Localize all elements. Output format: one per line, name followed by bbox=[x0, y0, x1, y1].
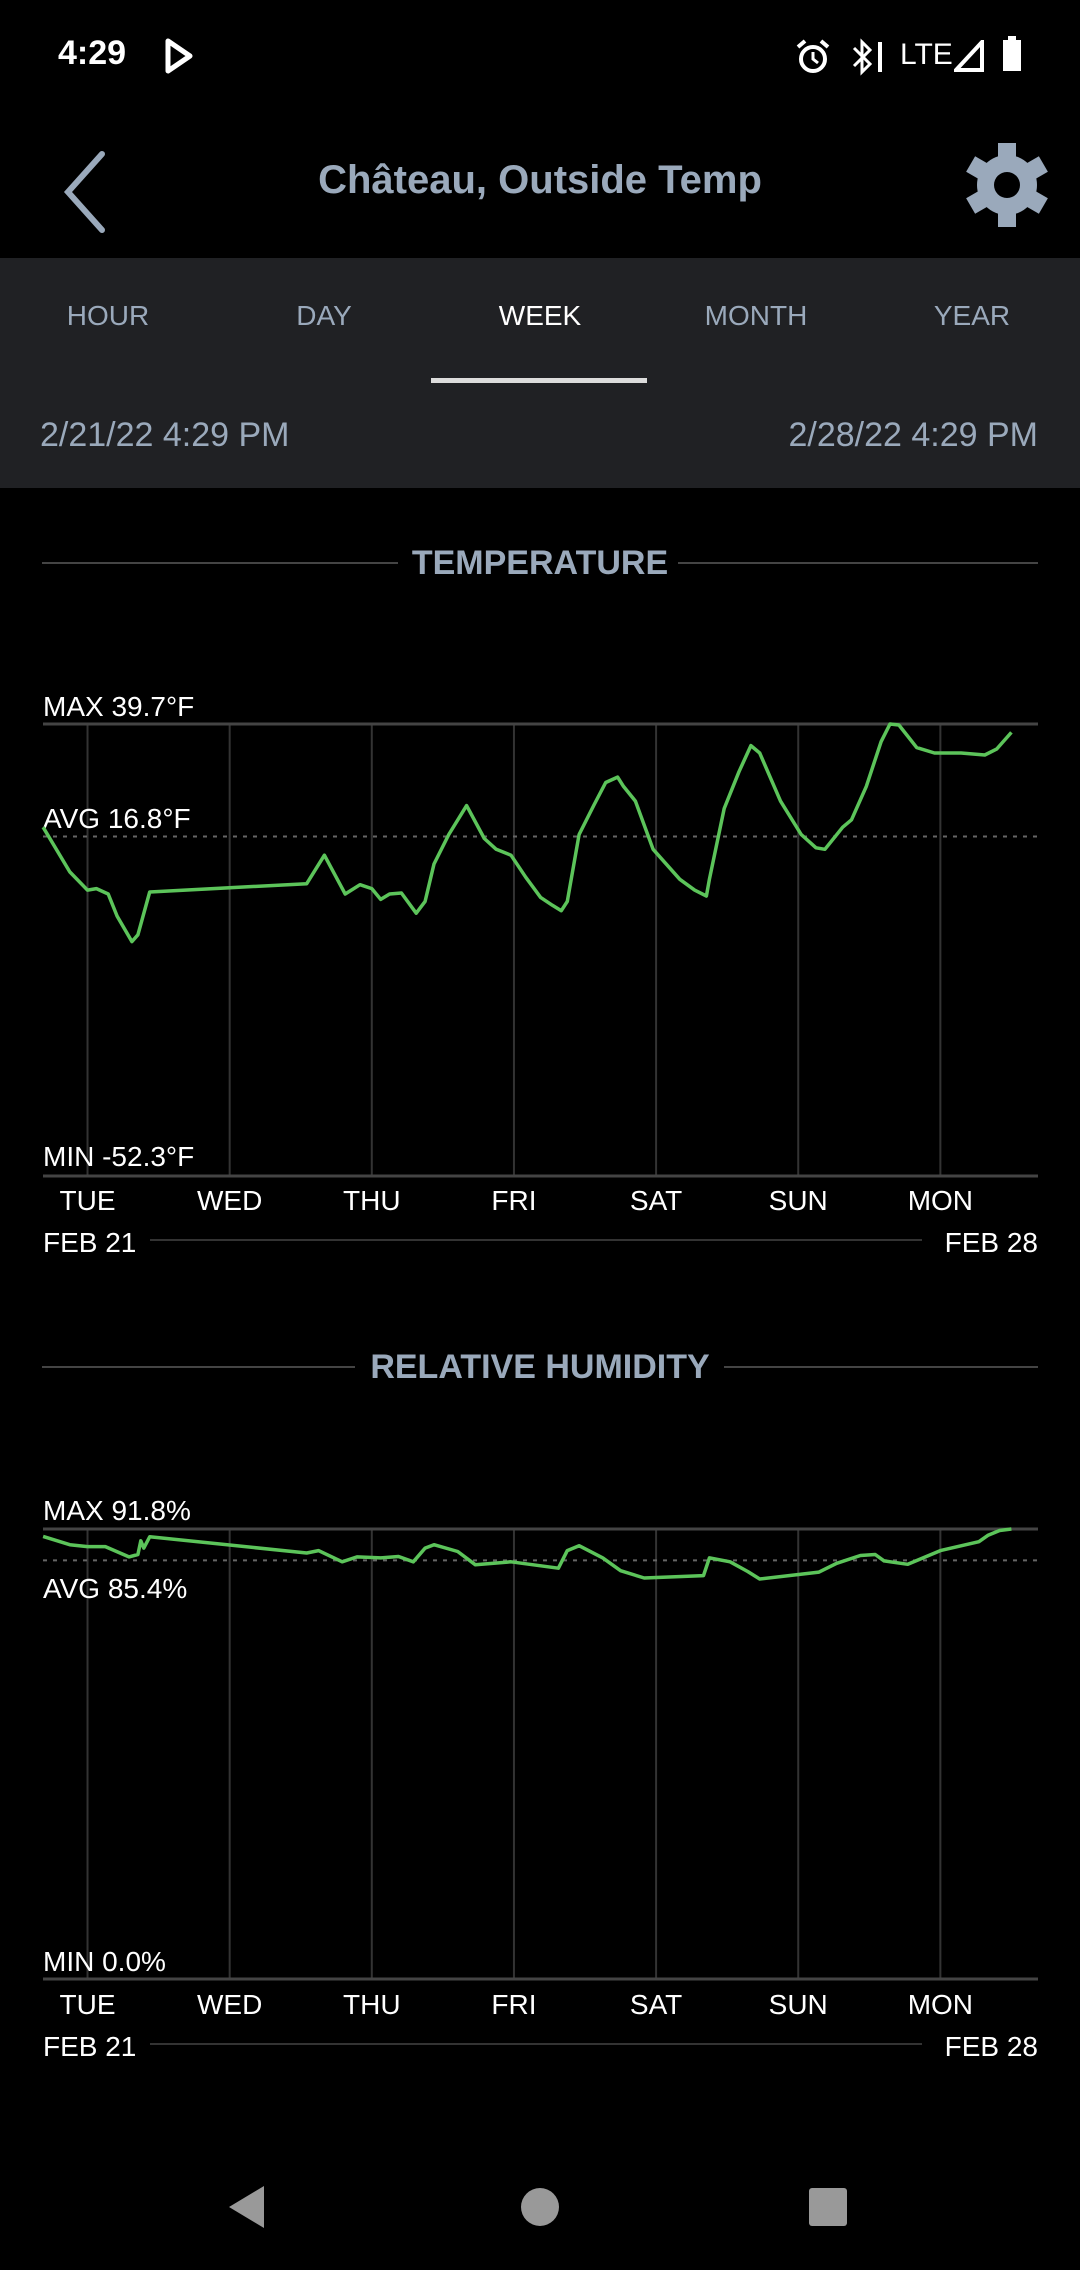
x-tick-label: SUN bbox=[769, 1185, 828, 1216]
temperature-chart: TUE WED THU FRI SAT SUN MON MAX 39.7°F AVG 16.8°… bbox=[41, 691, 1038, 1258]
tab-day[interactable]: DAY bbox=[296, 300, 352, 331]
settings-gear-icon[interactable] bbox=[964, 142, 1050, 228]
x-tick-label: FRI bbox=[491, 1989, 536, 2020]
x-tick-label: MON bbox=[908, 1185, 973, 1216]
x-tick-label: SAT bbox=[630, 1989, 682, 2020]
max-label: MAX 39.7°F bbox=[43, 691, 194, 722]
humidity-title: RELATIVE HUMIDITY bbox=[370, 1348, 710, 1386]
bluetooth-icon bbox=[852, 38, 882, 76]
temperature-section-divider bbox=[42, 562, 1038, 564]
max-label: MAX 91.8% bbox=[43, 1495, 191, 1526]
data-series-line bbox=[41, 722, 1013, 944]
tab-year[interactable]: YEAR bbox=[933, 300, 1011, 331]
start-date-label: FEB 21 bbox=[43, 2031, 136, 2062]
x-tick-label: THU bbox=[343, 1989, 401, 2020]
status-time: 4:29 bbox=[58, 34, 127, 72]
range-start: 2/21/22 4:29 PM bbox=[40, 416, 290, 454]
start-date-label: FEB 21 bbox=[43, 1227, 136, 1258]
navigation-bar bbox=[229, 2186, 847, 2228]
min-label: MIN 0.0% bbox=[43, 1946, 166, 1977]
signal-icon bbox=[954, 40, 984, 72]
x-tick-label: FRI bbox=[491, 1185, 536, 1216]
tab-month[interactable]: MONTH bbox=[704, 300, 808, 331]
end-date-label: FEB 28 bbox=[945, 1227, 1038, 1258]
avg-label: AVG 85.4% bbox=[43, 1573, 187, 1604]
play-icon bbox=[165, 38, 193, 74]
humidity-chart: TUE WED THU FRI SAT SUN MON MAX 91.8% AVG 85.4% M… bbox=[42, 1495, 1038, 2062]
nav-home-icon[interactable] bbox=[521, 2188, 559, 2226]
end-date-label: FEB 28 bbox=[945, 2031, 1038, 2062]
tab-week[interactable]: WEEK bbox=[498, 300, 582, 331]
battery-icon bbox=[1003, 36, 1021, 71]
x-tick-label: TUE bbox=[60, 1989, 116, 2020]
x-tick-label: MON bbox=[908, 1989, 973, 2020]
active-tab-indicator bbox=[431, 378, 647, 383]
alarm-icon bbox=[796, 39, 830, 73]
x-tick-label: THU bbox=[343, 1185, 401, 1216]
data-series-line bbox=[42, 1527, 1012, 1581]
avg-label: AVG 16.8°F bbox=[43, 803, 191, 834]
tab-hour[interactable]: HOUR bbox=[66, 300, 150, 331]
nav-recents-icon[interactable] bbox=[809, 2188, 847, 2226]
humidity-section-divider bbox=[42, 1366, 1038, 1368]
range-end: 2/28/22 4:29 PM bbox=[788, 416, 1038, 454]
nav-back-icon[interactable] bbox=[229, 2186, 264, 2228]
page-title: Château, Outside Temp bbox=[318, 158, 762, 202]
x-tick-label: SAT bbox=[630, 1185, 682, 1216]
x-tick-label: SUN bbox=[769, 1989, 828, 2020]
x-tick-label: TUE bbox=[60, 1185, 116, 1216]
min-label: MIN -52.3°F bbox=[43, 1141, 194, 1172]
x-tick-label: WED bbox=[197, 1185, 262, 1216]
back-button[interactable] bbox=[58, 150, 110, 234]
temperature-title: TEMPERATURE bbox=[411, 544, 669, 582]
x-tick-label: WED bbox=[197, 1989, 262, 2020]
period-tab-bar: HOUR DAY WEEK MONTH YEAR 2/21/22 4:29 PM… bbox=[0, 258, 1080, 488]
network-type: LTE bbox=[900, 38, 953, 71]
